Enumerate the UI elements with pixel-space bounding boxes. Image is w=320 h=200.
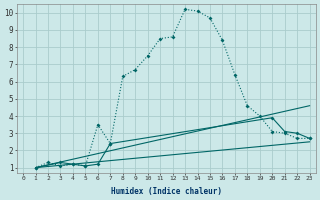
X-axis label: Humidex (Indice chaleur): Humidex (Indice chaleur) xyxy=(111,187,222,196)
